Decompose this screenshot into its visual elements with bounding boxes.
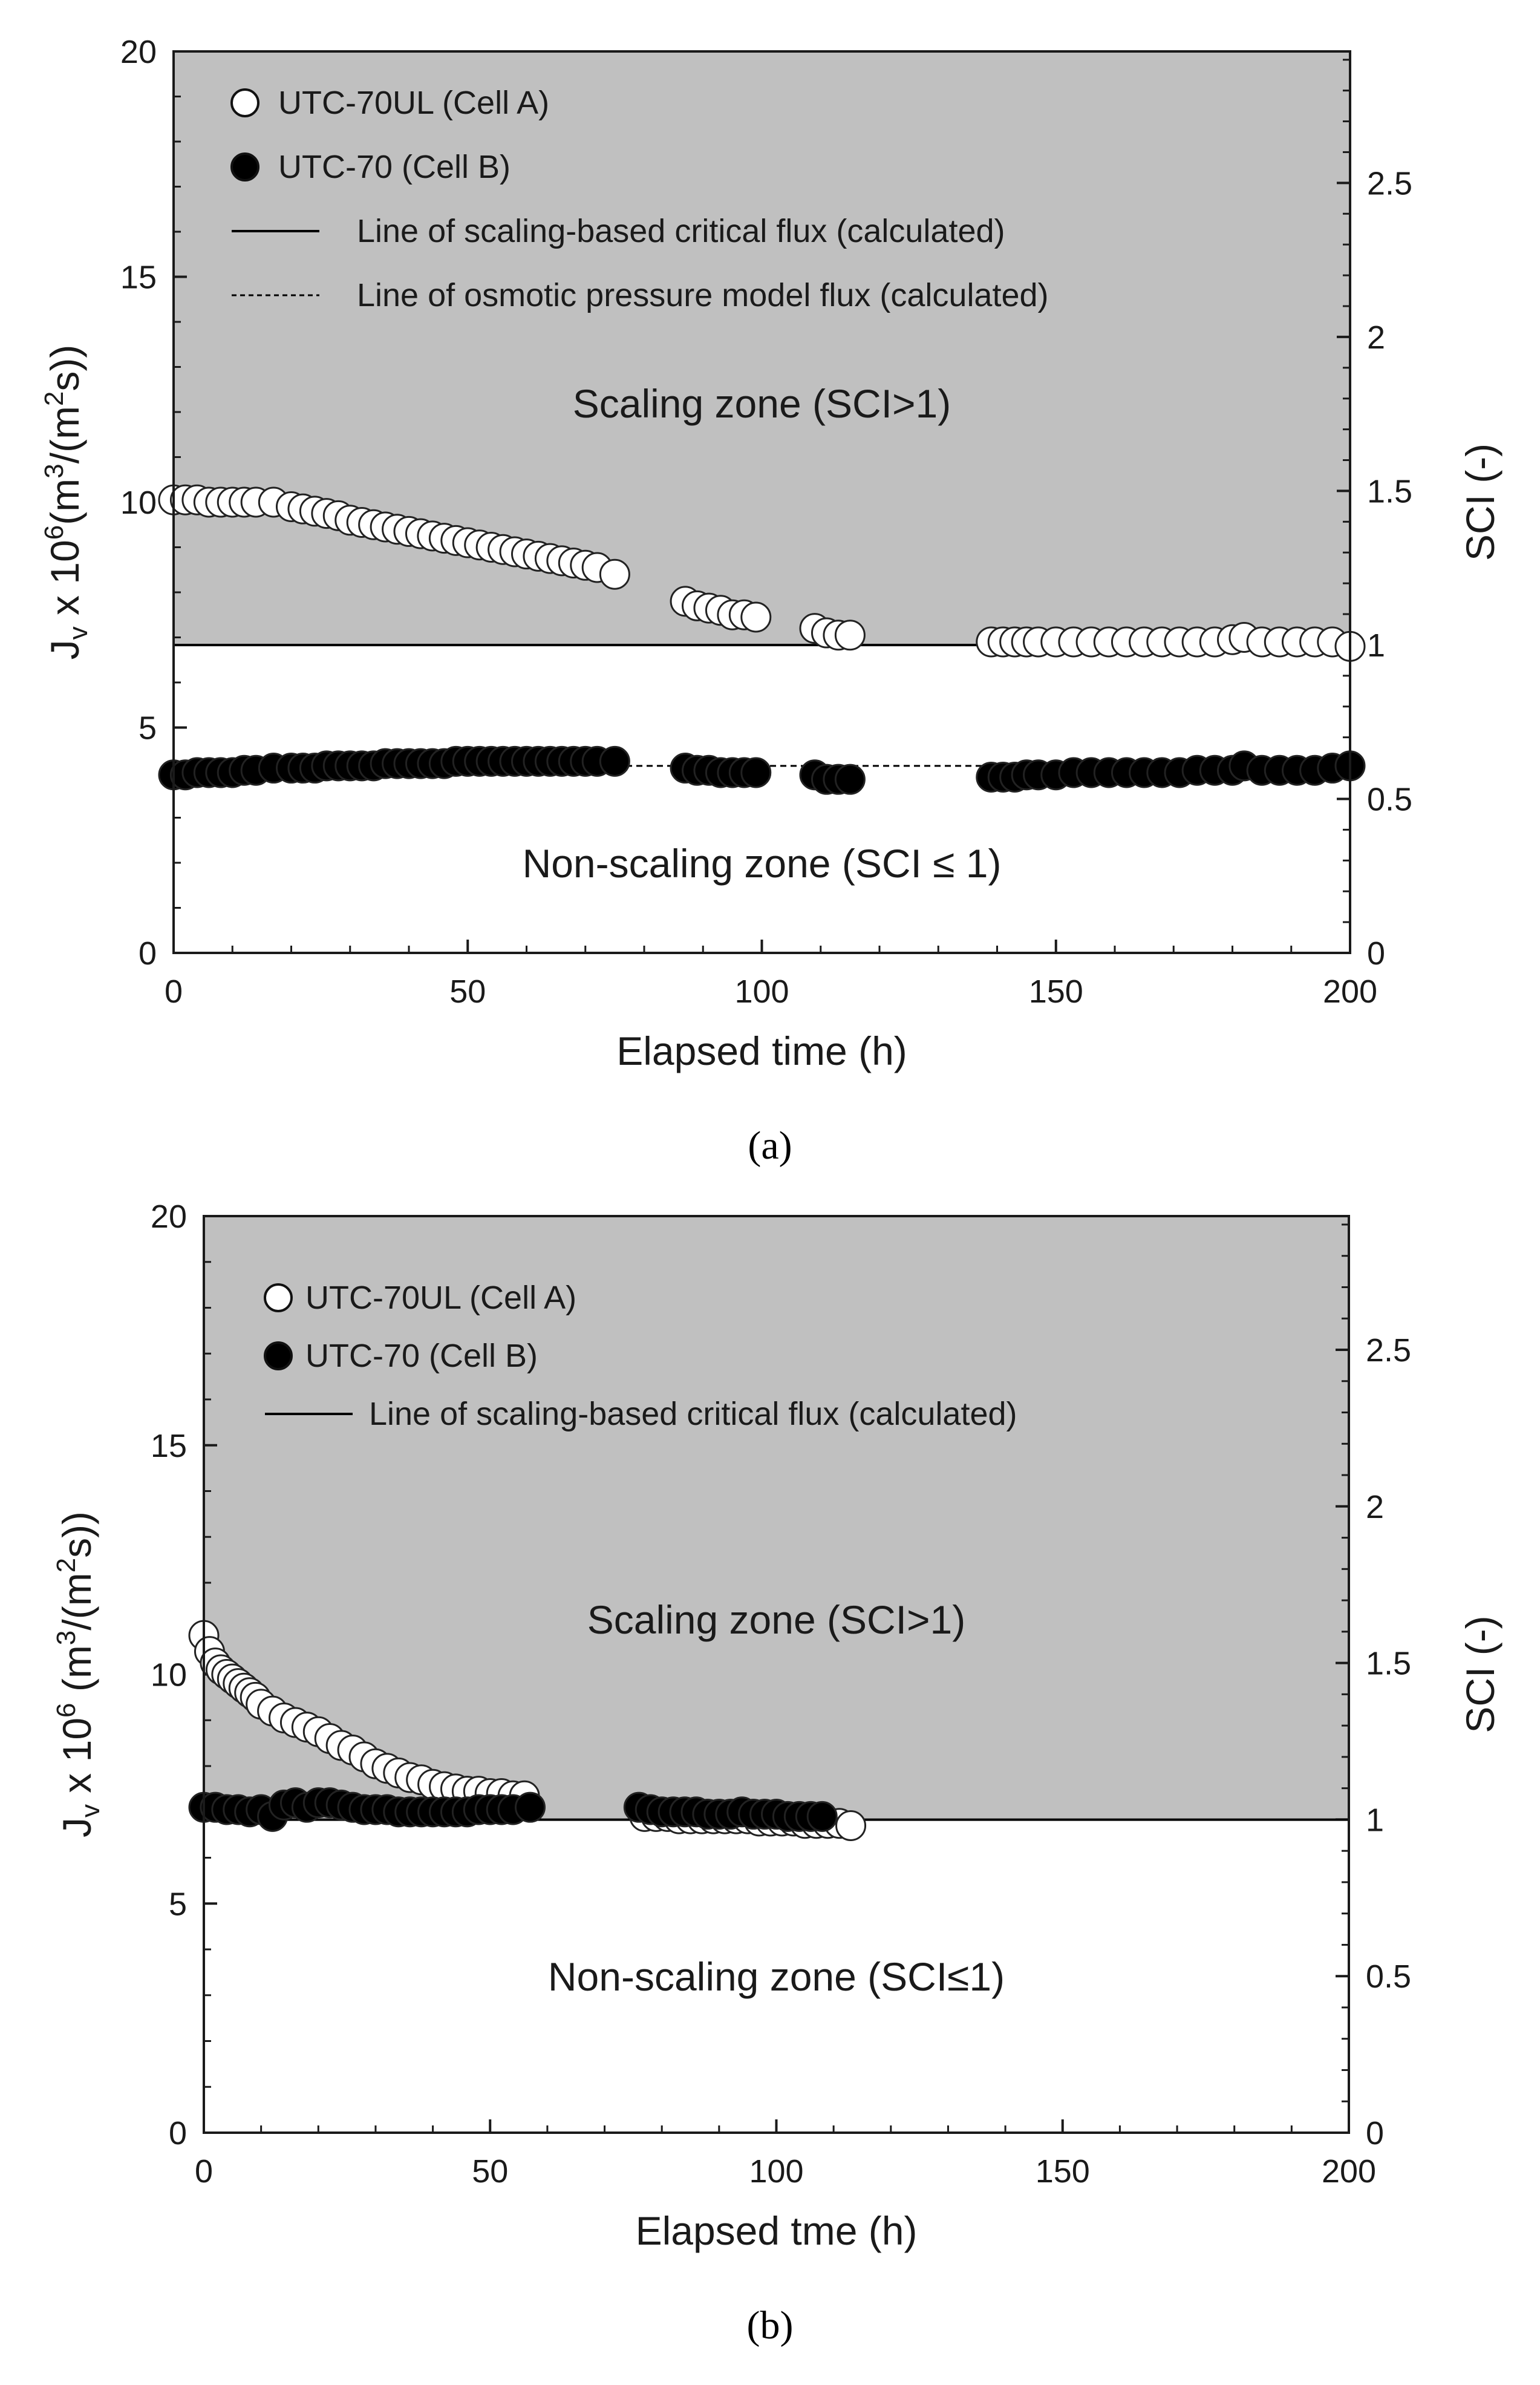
x-tick-label: 100 (749, 2153, 803, 2190)
x-tick-label: 150 (1036, 2153, 1090, 2190)
y2-tick-label: 2.5 (1367, 165, 1412, 201)
y-tick-label: 15 (151, 1428, 187, 1464)
y-tick-label: 10 (120, 485, 157, 521)
legend-filled-marker (230, 152, 259, 182)
y2-tick-label: 1 (1367, 627, 1385, 664)
legend-label: Line of scaling-based critical flux (cal… (357, 213, 1005, 249)
y-tick-label: 20 (120, 34, 157, 70)
non-scaling-zone-label-a: Non-scaling zone (SCI ≤ 1​) (523, 841, 1002, 886)
data-points-b (188, 1620, 867, 1841)
x-tick-label: 0 (165, 973, 183, 1010)
y2-tick-label: 0.5 (1366, 1958, 1411, 1995)
y2-tick-label: 1.5 (1366, 1646, 1411, 1682)
legend-a: UTC-70UL (Cell A) UTC-70 (Cell B) Line of … (230, 85, 1049, 313)
point-cell-b (740, 757, 772, 788)
y2-tick-label: 1.5 (1367, 473, 1412, 509)
point-cell-b (515, 1791, 546, 1823)
y-tick-label: 5 (169, 1886, 187, 1922)
y2-tick-label: 0 (1366, 2115, 1384, 2151)
legend-label: UTC-70 (Cell B) (305, 1338, 538, 1374)
y2-tick-label: 0 (1367, 935, 1385, 972)
legend-b: UTC-70UL (Cell A) UTC-70 (Cell B) Line of … (264, 1280, 1017, 1432)
point-cell-a (835, 1810, 867, 1841)
non-scaling-zone-label-b: Non-scaling zone (SCI≤1) (548, 1954, 1005, 1999)
scaling-zone-background-a (174, 51, 1350, 646)
data-points-a (158, 484, 1366, 795)
plot-frame-a (172, 50, 1351, 954)
point-cell-b (599, 745, 630, 777)
y-tick-label: 10 (151, 1657, 187, 1693)
legend-filled-marker (264, 1341, 293, 1370)
legend-label: UTC-70UL (Cell A) (305, 1280, 576, 1316)
y-axis-label-a: Jv x 106(m3/(m2s)) (39, 345, 93, 660)
x-tick-label: 100 (734, 973, 789, 1010)
y2-axis-label-a: SCI (-) (1458, 443, 1502, 561)
panel-label-a: (a) (748, 1124, 792, 1168)
scaling-zone-background-b (204, 1216, 1349, 1820)
y-tick-label: 5 (139, 710, 157, 747)
x-axis-label-b: Elapsed tme (h) (636, 2208, 918, 2253)
legend-label: Line of osmotic pressure model flux (cal… (357, 277, 1049, 313)
x-tick-label: 50 (472, 2153, 508, 2190)
y-tick-label: 20 (151, 1199, 187, 1235)
point-cell-a (834, 620, 866, 651)
y-tick-label: 0 (169, 2115, 187, 2151)
plot-frame-b (203, 1215, 1350, 2134)
scaling-zone-label-b: Scaling zone (SCI>1) (587, 1597, 966, 1642)
y-axis-label-b: Jv x 106 (m3/(m2s)) (51, 1511, 105, 1837)
point-cell-a (740, 601, 772, 633)
y2-tick-label: 1 (1366, 1802, 1384, 1838)
y-tick-label: 0 (139, 935, 157, 972)
y2-tick-label: 2 (1366, 1489, 1384, 1525)
y-tick-label: 15 (120, 260, 157, 296)
point-cell-b (834, 764, 866, 795)
y2-tick-label: 2 (1367, 319, 1385, 356)
x-tick-label: 0 (195, 2153, 213, 2190)
x-tick-label: 150 (1029, 973, 1083, 1010)
point-cell-a (599, 558, 630, 590)
legend-open-marker (264, 1283, 293, 1312)
legend-label: UTC-70 (Cell B) (278, 149, 511, 185)
y2-axis-label-b: SCI (-) (1458, 1615, 1502, 1733)
legend-label: Line of scaling-based critical flux (cal… (369, 1396, 1017, 1432)
x-axis-label-a: Elapsed time (h) (616, 1029, 907, 1073)
x-tick-label: 50 (449, 973, 486, 1010)
x-tick-label: 200 (1322, 2153, 1376, 2190)
point-cell-b (806, 1801, 838, 1832)
legend-label: UTC-70UL (Cell A) (278, 85, 549, 121)
legend-open-marker (230, 88, 259, 117)
x-tick-label: 200 (1323, 973, 1377, 1010)
panel-label-b: (b) (747, 2303, 794, 2347)
y2-tick-label: 2.5 (1366, 1332, 1411, 1369)
scaling-zone-label-a: Scaling zone (SCI>1) (573, 381, 951, 426)
y2-tick-label: 0.5 (1367, 781, 1412, 817)
